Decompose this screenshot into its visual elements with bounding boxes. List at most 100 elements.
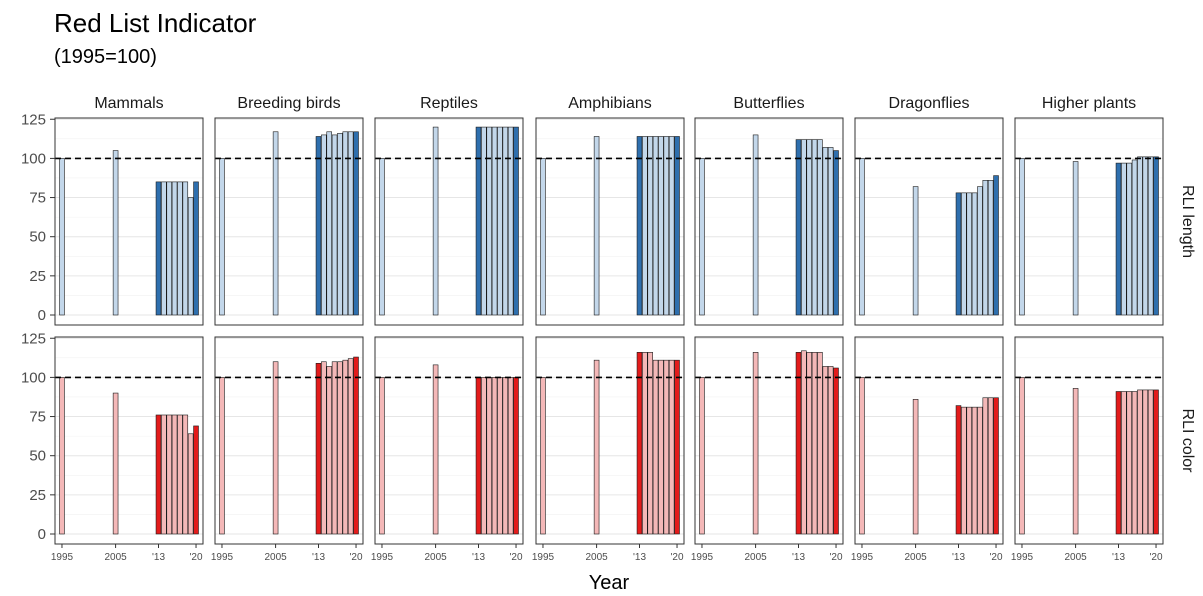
bar-breeding-birds-2017-rli-color	[337, 361, 343, 535]
y-tick-label: 125	[21, 111, 46, 128]
x-tick-label: '13	[792, 552, 805, 563]
bar-breeding-birds-2018-rli-color	[342, 359, 349, 535]
x-tick-label: '20	[1150, 552, 1163, 563]
bar-amphibians-2014-rli-length	[642, 136, 648, 316]
bar-butterflies-2014-rli-color	[801, 350, 807, 535]
bar-reptiles-2013-rli-color	[475, 377, 482, 535]
bar-reptiles-2020-rli-color	[513, 377, 519, 535]
bar-mammals-2020-rli-color	[193, 425, 199, 535]
bar-amphibians-2018-rli-color	[663, 359, 670, 535]
bar-amphibians-2017-rli-color	[658, 359, 664, 535]
bar-reptiles-2018-rli-length	[502, 126, 509, 316]
panel-border	[854, 336, 1004, 545]
y-tick-label: 25	[29, 487, 46, 504]
bar-reptiles-2014-rli-length	[481, 126, 487, 316]
bar-butterflies-2005-rli-length	[752, 134, 759, 316]
facet-label-higher-plants: Higher plants	[1042, 95, 1136, 112]
bar-butterflies-2018-rli-color	[822, 366, 829, 535]
y-tick-label: 50	[29, 229, 46, 246]
bar-breeding-birds-1995-rli-length	[219, 158, 225, 316]
bar-mammals-2013-rli-length	[155, 181, 162, 316]
bar-mammals-1995-rli-color	[59, 377, 65, 535]
x-tick-label: '13	[952, 552, 965, 563]
bar-higher-plants-2020-rli-color	[1153, 389, 1159, 535]
bar-higher-plants-2005-rli-color	[1072, 388, 1079, 535]
y-tick-label: 0	[38, 307, 46, 324]
bar-breeding-birds-2014-rli-length	[321, 134, 327, 316]
bar-breeding-birds-2016-rli-color	[331, 361, 338, 535]
bar-breeding-birds-2005-rli-color	[272, 361, 279, 535]
bar-dragonflies-2015-rli-length	[966, 192, 972, 316]
x-tick-label: '20	[510, 552, 523, 563]
bar-mammals-2018-rli-color	[182, 414, 189, 535]
bar-mammals-2017-rli-color	[177, 414, 183, 535]
bar-mammals-2014-rli-length	[161, 181, 167, 316]
panel-border	[1014, 117, 1164, 326]
bar-amphibians-2013-rli-length	[636, 136, 643, 316]
bar-amphibians-2015-rli-length	[647, 136, 653, 316]
bar-amphibians-2017-rli-length	[658, 136, 664, 316]
bar-higher-plants-2005-rli-length	[1072, 161, 1079, 316]
bar-higher-plants-2018-rli-length	[1142, 156, 1149, 316]
bar-mammals-2016-rli-length	[171, 181, 178, 316]
row-label-rli-length: RLI length	[1179, 185, 1196, 258]
bar-reptiles-2014-rli-color	[481, 377, 487, 535]
x-tick-label: 2005	[585, 552, 608, 563]
x-tick-label: '20	[990, 552, 1003, 563]
x-tick-label: '20	[350, 552, 363, 563]
panel-border	[214, 117, 364, 326]
bar-higher-plants-2020-rli-length	[1153, 156, 1159, 316]
bar-amphibians-2014-rli-color	[642, 352, 648, 535]
bar-reptiles-2005-rli-length	[432, 126, 439, 316]
bar-amphibians-2015-rli-color	[647, 352, 653, 535]
bar-higher-plants-2014-rli-color	[1121, 391, 1127, 535]
facet-label-dragonflies: Dragonflies	[889, 95, 970, 112]
bar-amphibians-2013-rli-color	[636, 352, 643, 535]
bar-breeding-birds-2015-rli-color	[326, 366, 332, 535]
x-tick-label: 1995	[532, 552, 555, 563]
x-tick-label: 1995	[51, 552, 74, 563]
x-tick-label: 2005	[904, 552, 927, 563]
bar-reptiles-2019-rli-color	[507, 377, 514, 535]
bar-butterflies-2018-rli-length	[822, 147, 829, 316]
x-tick-label: '13	[472, 552, 485, 563]
bar-mammals-2013-rli-color	[155, 414, 162, 535]
bar-mammals-2014-rli-color	[161, 414, 167, 535]
panel-border	[1014, 336, 1164, 545]
facet-label-amphibians: Amphibians	[568, 95, 652, 112]
bar-higher-plants-2019-rli-length	[1147, 156, 1154, 316]
bar-reptiles-2017-rli-length	[497, 126, 503, 316]
bar-amphibians-1995-rli-length	[540, 158, 546, 316]
bar-butterflies-1995-rli-color	[699, 377, 705, 535]
bar-dragonflies-2013-rli-color	[955, 405, 962, 535]
bar-higher-plants-1995-rli-color	[1019, 377, 1025, 535]
bar-butterflies-2013-rli-color	[795, 352, 802, 535]
bar-reptiles-1995-rli-length	[379, 158, 385, 316]
y-tick-label: 0	[38, 526, 46, 543]
bar-higher-plants-2016-rli-color	[1131, 391, 1138, 535]
bar-breeding-birds-2020-rli-color	[353, 356, 359, 535]
bar-dragonflies-2018-rli-color	[982, 397, 989, 535]
x-tick-label: 1995	[691, 552, 714, 563]
bar-amphibians-2020-rli-length	[674, 136, 680, 316]
bar-amphibians-2020-rli-color	[674, 359, 680, 535]
bar-amphibians-1995-rli-color	[540, 377, 546, 535]
bar-dragonflies-2015-rli-color	[966, 406, 972, 535]
x-tick-label: 2005	[264, 552, 287, 563]
bar-breeding-birds-2017-rli-length	[337, 133, 343, 316]
x-tick-label: '20	[190, 552, 203, 563]
bar-mammals-1995-rli-length	[59, 158, 65, 316]
x-tick-label: 1995	[371, 552, 394, 563]
facet-label-butterflies: Butterflies	[733, 95, 804, 112]
bar-reptiles-2005-rli-color	[432, 364, 439, 535]
panel-border	[694, 336, 844, 545]
bar-dragonflies-2016-rli-length	[971, 192, 978, 316]
bar-dragonflies-2019-rli-color	[987, 397, 994, 535]
bar-reptiles-2015-rli-color	[486, 377, 492, 535]
bar-dragonflies-2013-rli-length	[955, 192, 962, 316]
bar-breeding-birds-2016-rli-length	[331, 134, 338, 316]
x-tick-label: '13	[312, 552, 325, 563]
bar-mammals-2015-rli-color	[166, 414, 172, 535]
x-tick-label: 2005	[1064, 552, 1087, 563]
bar-amphibians-2016-rli-length	[652, 136, 659, 316]
